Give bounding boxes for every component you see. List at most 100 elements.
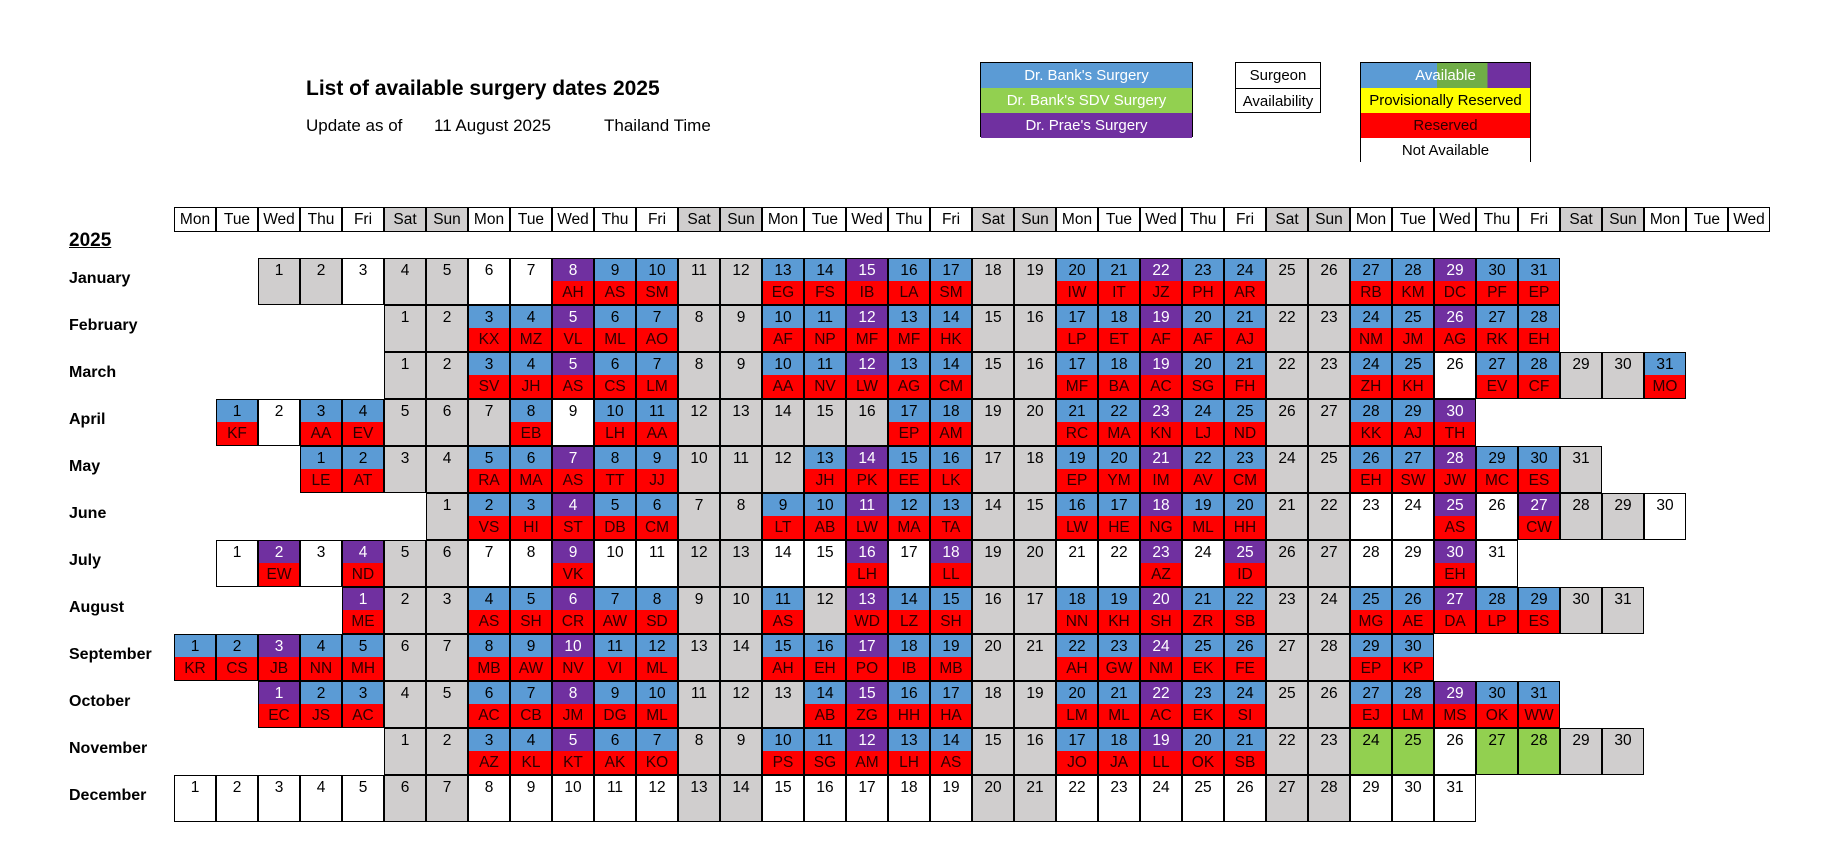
- day-cell[interactable]: 13 LH: [888, 728, 930, 775]
- day-cell[interactable]: 7 LM: [636, 352, 678, 399]
- day-cell[interactable]: 18: [1014, 446, 1056, 493]
- day-cell[interactable]: 24 LJ: [1182, 399, 1224, 446]
- day-cell[interactable]: 29: [1392, 540, 1434, 587]
- day-cell[interactable]: 14: [762, 540, 804, 587]
- day-cell[interactable]: 9 VK: [552, 540, 594, 587]
- day-cell[interactable]: 24 ZH: [1350, 352, 1392, 399]
- day-cell[interactable]: 2: [426, 305, 468, 352]
- day-cell[interactable]: 26: [1434, 352, 1476, 399]
- day-cell[interactable]: 8 EB: [510, 399, 552, 446]
- day-cell[interactable]: 5: [426, 258, 468, 305]
- day-cell[interactable]: 15: [972, 305, 1014, 352]
- day-cell[interactable]: 16 LW: [1056, 493, 1098, 540]
- day-cell[interactable]: 20 SG: [1182, 352, 1224, 399]
- day-cell[interactable]: 21 RC: [1056, 399, 1098, 446]
- day-cell[interactable]: 3: [258, 775, 300, 822]
- day-cell[interactable]: 1: [384, 352, 426, 399]
- day-cell[interactable]: 5 DB: [594, 493, 636, 540]
- day-cell[interactable]: 8: [678, 305, 720, 352]
- day-cell[interactable]: 26: [1266, 540, 1308, 587]
- day-cell[interactable]: 9 LT: [762, 493, 804, 540]
- day-cell[interactable]: 19 ML: [1182, 493, 1224, 540]
- day-cell[interactable]: 22: [1266, 305, 1308, 352]
- day-cell[interactable]: 18 NG: [1140, 493, 1182, 540]
- day-cell[interactable]: 25: [1182, 775, 1224, 822]
- day-cell[interactable]: 19 AC: [1140, 352, 1182, 399]
- day-cell[interactable]: 4 KL: [510, 728, 552, 775]
- day-cell[interactable]: 8 MB: [468, 634, 510, 681]
- day-cell[interactable]: 28 JW: [1434, 446, 1476, 493]
- day-cell[interactable]: 13 MF: [888, 305, 930, 352]
- day-cell[interactable]: 21: [1056, 540, 1098, 587]
- day-cell[interactable]: 10 NV: [552, 634, 594, 681]
- day-cell[interactable]: 3 AA: [300, 399, 342, 446]
- day-cell[interactable]: 4 ST: [552, 493, 594, 540]
- day-cell[interactable]: 6 CM: [636, 493, 678, 540]
- day-cell[interactable]: 28: [1308, 775, 1350, 822]
- day-cell[interactable]: 5 SH: [510, 587, 552, 634]
- day-cell[interactable]: 15: [972, 352, 1014, 399]
- day-cell[interactable]: 22 JZ: [1140, 258, 1182, 305]
- day-cell[interactable]: 12: [762, 446, 804, 493]
- day-cell[interactable]: 20 HH: [1224, 493, 1266, 540]
- day-cell[interactable]: 5: [384, 399, 426, 446]
- day-cell[interactable]: 28 KM: [1392, 258, 1434, 305]
- day-cell[interactable]: 2 VS: [468, 493, 510, 540]
- day-cell[interactable]: 2: [384, 587, 426, 634]
- day-cell[interactable]: 2 EW: [258, 540, 300, 587]
- day-cell[interactable]: 15 IB: [846, 258, 888, 305]
- day-cell[interactable]: 25: [1266, 258, 1308, 305]
- day-cell[interactable]: 22 AV: [1182, 446, 1224, 493]
- day-cell[interactable]: 5 RA: [468, 446, 510, 493]
- day-cell[interactable]: 6 CR: [552, 587, 594, 634]
- day-cell[interactable]: 15: [804, 540, 846, 587]
- day-cell[interactable]: 9: [510, 775, 552, 822]
- day-cell[interactable]: 1: [426, 493, 468, 540]
- day-cell[interactable]: 6: [468, 258, 510, 305]
- day-cell[interactable]: 24 NM: [1350, 305, 1392, 352]
- day-cell[interactable]: 19 MB: [930, 634, 972, 681]
- day-cell[interactable]: 5 KT: [552, 728, 594, 775]
- day-cell[interactable]: 23 CM: [1224, 446, 1266, 493]
- day-cell[interactable]: 30: [1602, 728, 1644, 775]
- day-cell[interactable]: 8: [678, 728, 720, 775]
- day-cell[interactable]: 27: [1476, 728, 1518, 775]
- day-cell[interactable]: 26 EH: [1350, 446, 1392, 493]
- day-cell[interactable]: 24: [1308, 587, 1350, 634]
- day-cell[interactable]: 9 DG: [594, 681, 636, 728]
- day-cell[interactable]: 18: [972, 258, 1014, 305]
- day-cell[interactable]: 26 AE: [1392, 587, 1434, 634]
- day-cell[interactable]: 24: [1182, 540, 1224, 587]
- day-cell[interactable]: 17 JO: [1056, 728, 1098, 775]
- day-cell[interactable]: 21: [1014, 775, 1056, 822]
- day-cell[interactable]: 28 CF: [1518, 352, 1560, 399]
- day-cell[interactable]: 14: [762, 399, 804, 446]
- day-cell[interactable]: 29 MC: [1476, 446, 1518, 493]
- day-cell[interactable]: 4 ND: [342, 540, 384, 587]
- day-cell[interactable]: 6 ML: [594, 305, 636, 352]
- day-cell[interactable]: 10: [720, 587, 762, 634]
- day-cell[interactable]: 31: [1602, 587, 1644, 634]
- day-cell[interactable]: 6 MA: [510, 446, 552, 493]
- day-cell[interactable]: 29: [1560, 352, 1602, 399]
- day-cell[interactable]: 13 TA: [930, 493, 972, 540]
- day-cell[interactable]: 9: [720, 728, 762, 775]
- day-cell[interactable]: 16: [1014, 352, 1056, 399]
- day-cell[interactable]: 31: [1476, 540, 1518, 587]
- day-cell[interactable]: 3: [342, 258, 384, 305]
- day-cell[interactable]: 5 AS: [552, 352, 594, 399]
- day-cell[interactable]: 10 SM: [636, 258, 678, 305]
- day-cell[interactable]: 26 AG: [1434, 305, 1476, 352]
- day-cell[interactable]: 28 LM: [1392, 681, 1434, 728]
- day-cell[interactable]: 19 EP: [1056, 446, 1098, 493]
- day-cell[interactable]: 3: [300, 540, 342, 587]
- day-cell[interactable]: 20: [1014, 540, 1056, 587]
- day-cell[interactable]: 30 KP: [1392, 634, 1434, 681]
- day-cell[interactable]: 15 AH: [762, 634, 804, 681]
- day-cell[interactable]: 27 CW: [1518, 493, 1560, 540]
- day-cell[interactable]: 21: [1266, 493, 1308, 540]
- day-cell[interactable]: 12 ML: [636, 634, 678, 681]
- day-cell[interactable]: 11 LW: [846, 493, 888, 540]
- day-cell[interactable]: 10: [678, 446, 720, 493]
- day-cell[interactable]: 19: [930, 775, 972, 822]
